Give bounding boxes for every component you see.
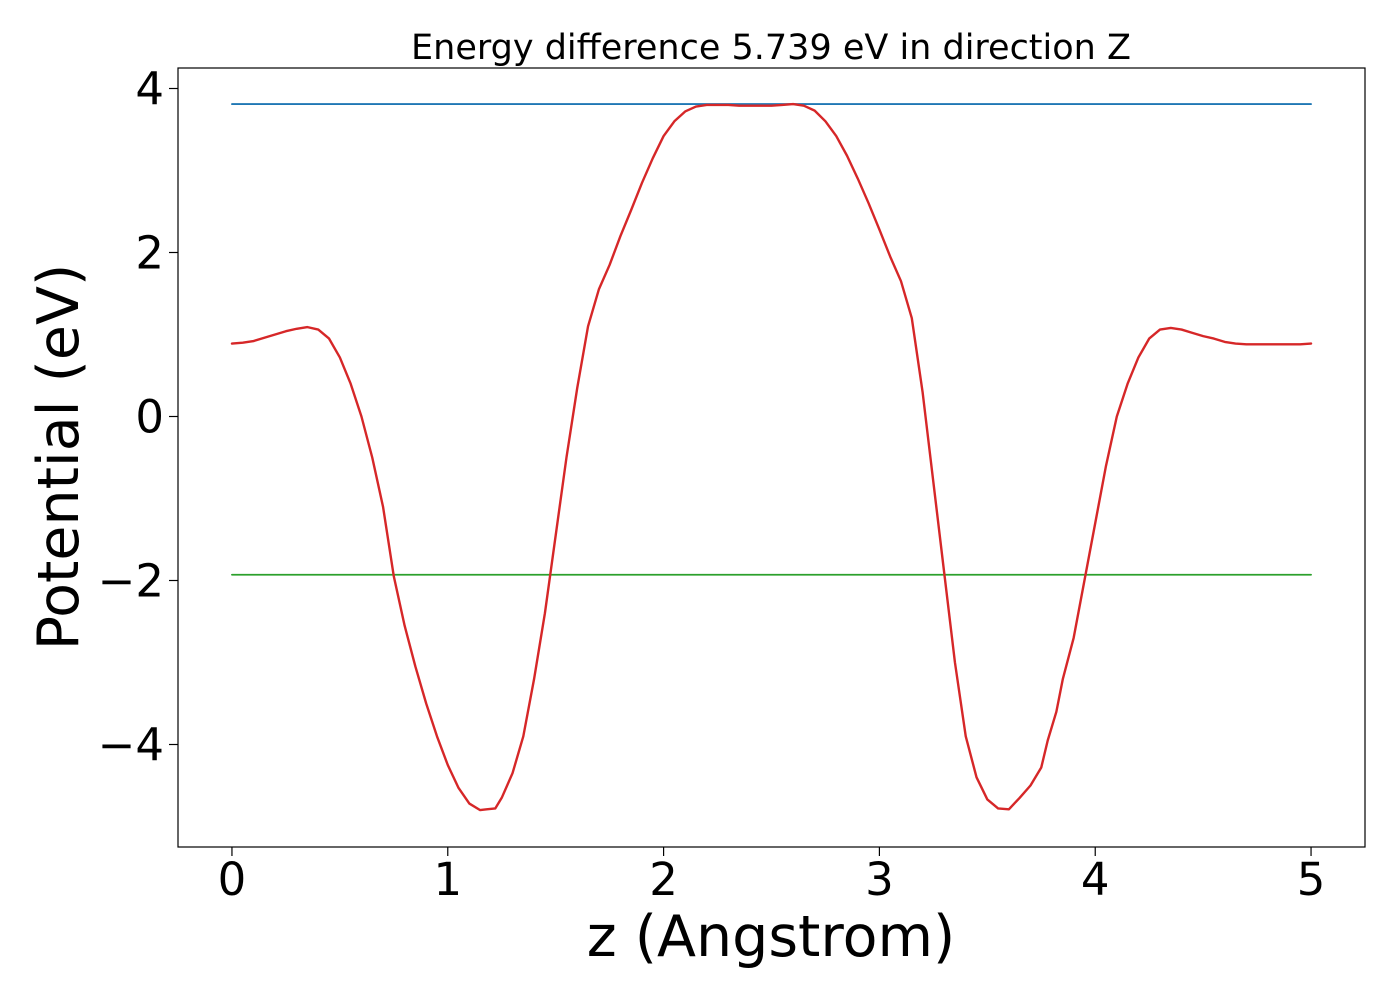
planar-potential-curve [230, 102, 1313, 812]
x-tick-label: 1 [433, 853, 462, 906]
x-tick-label: 0 [218, 853, 247, 906]
plot-frame [177, 67, 1366, 848]
x-tick-label: 4 [1081, 853, 1110, 906]
y-axis-label: Potential (eV) [26, 264, 92, 650]
y-tick-label: 0 [135, 391, 164, 444]
series-layer [230, 102, 1313, 812]
chart-title: Energy difference 5.739 eV in direction … [411, 28, 1131, 68]
x-axis-label: z (Angstrom) [587, 904, 955, 970]
y-tick-label: 2 [135, 227, 164, 280]
x-axis-ticks: 0 1 2 3 4 5 [218, 847, 1326, 906]
y-tick-label: −4 [98, 719, 164, 772]
y-tick-label: −2 [98, 555, 164, 608]
x-tick-label: 2 [649, 853, 678, 906]
y-tick-label: 4 [135, 63, 164, 116]
y-axis-ticks: −4 −2 0 2 4 [98, 63, 178, 772]
x-tick-label: 5 [1297, 853, 1326, 906]
x-tick-label: 3 [865, 853, 894, 906]
